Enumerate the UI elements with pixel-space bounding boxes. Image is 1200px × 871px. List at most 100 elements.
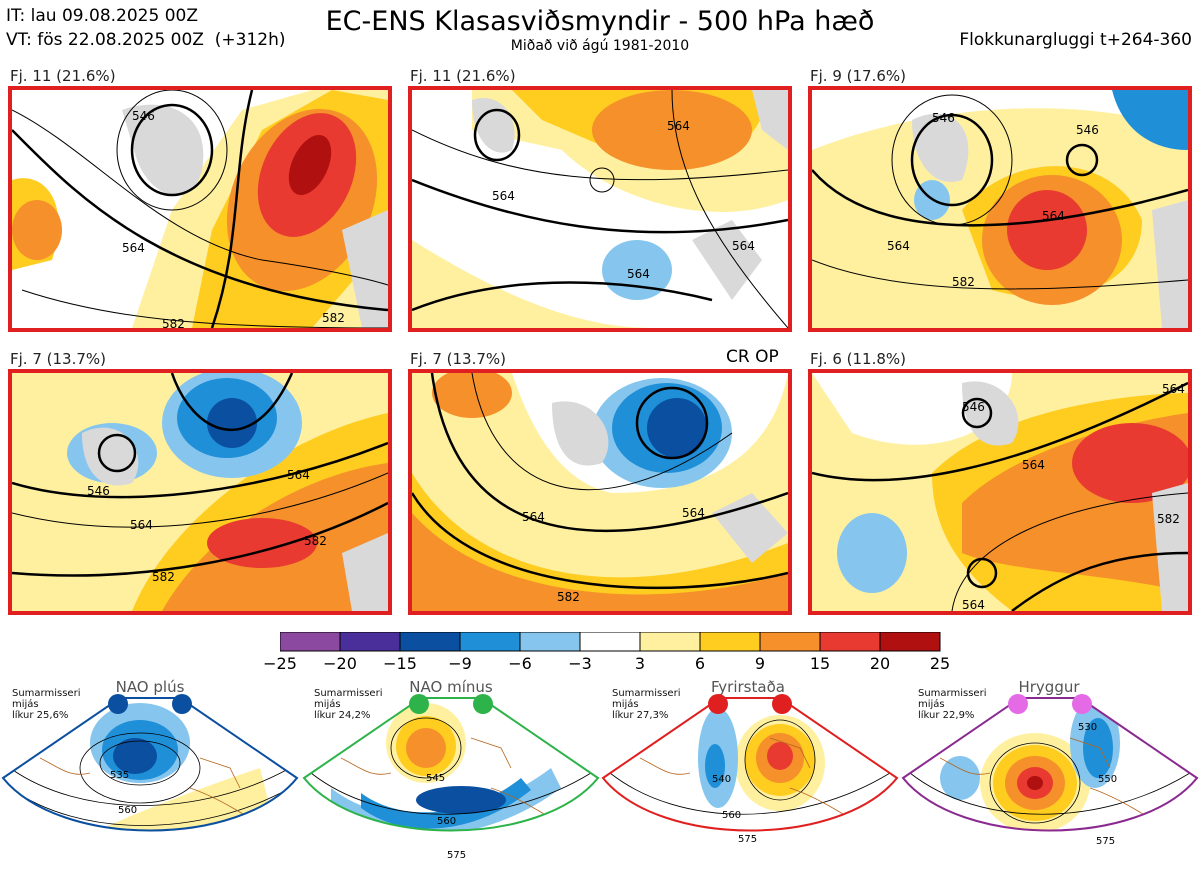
- contour-label: 564: [1042, 209, 1065, 223]
- map-panel-4: 546 564 564 582 582: [8, 369, 392, 615]
- contour-label: 582: [952, 275, 975, 289]
- colorbar-swatch: [639, 632, 701, 652]
- regime-title: Hryggur: [1018, 678, 1080, 696]
- colorbar-swatch: [280, 632, 341, 652]
- contour-label: 546: [132, 109, 155, 123]
- regime-title: NAO mínus: [409, 678, 493, 696]
- contour-label: 560: [118, 805, 137, 816]
- colorbar-tick-label: 3: [634, 654, 646, 673]
- contour-label: 546: [932, 111, 955, 125]
- regime-info: Sumarmisseri mijás líkur 27,3%: [612, 688, 681, 721]
- colorbar-tick-label: 15: [809, 654, 831, 673]
- regime-info: Sumarmisseri mijás líkur 22,9%: [918, 688, 987, 721]
- contour-label: 575: [447, 850, 466, 861]
- map-panel-3: 546 546 564 564 582: [808, 86, 1192, 332]
- contour-label: 564: [962, 598, 985, 611]
- colorbar-swatch: [879, 632, 941, 652]
- regime-title: NAO plús: [115, 678, 185, 696]
- colorbar-tick-label: 6: [694, 654, 706, 673]
- colorbar-swatch: [699, 632, 761, 652]
- contour-label: 540: [712, 774, 731, 785]
- colorbar-tick-label: −25: [263, 654, 297, 673]
- contour-label: 564: [492, 189, 515, 203]
- regime-title: Fyrirstaða: [711, 678, 785, 696]
- contour-label: 582: [304, 534, 327, 548]
- contour-label: 575: [738, 834, 757, 845]
- contour-label: 546: [1076, 123, 1099, 137]
- contour-label: 582: [152, 570, 175, 584]
- colorbar: [280, 632, 941, 652]
- control-run-annotation: CR OP: [726, 347, 779, 367]
- regime-map-nao-plus: 535 560: [1, 694, 299, 832]
- regime-map-blocking: 540 560 575: [601, 694, 899, 845]
- contour-label: 564: [1022, 458, 1045, 472]
- contour-label: 564: [522, 510, 545, 524]
- chart-title: EC-ENS Klasasviðsmyndir - 500 hPa hæð: [325, 6, 875, 37]
- panel-label: Fj. 7 (13.7%): [410, 350, 506, 368]
- contour-label: 545: [426, 773, 445, 784]
- contour-label: 564: [627, 267, 650, 281]
- regime-map-ridge: 530 550 575: [901, 694, 1199, 847]
- colorbar-tick-label: −20: [323, 654, 357, 673]
- contour-label: 564: [887, 239, 910, 253]
- chart-subtitle: Miðað við ágú 1981-2010: [510, 38, 690, 54]
- contour-label: 564: [732, 239, 755, 253]
- contour-label: 582: [557, 590, 580, 604]
- contour-lines: [12, 373, 388, 577]
- map-panel-1: 546 564 582 582: [8, 86, 392, 332]
- colorbar-tick-label: −3: [568, 654, 592, 673]
- panel-label: Fj. 11 (21.6%): [410, 67, 516, 85]
- colorbar-tick-label: −15: [383, 654, 417, 673]
- anomaly-shading: [412, 90, 788, 328]
- anomaly-shading: [12, 90, 388, 328]
- colorbar-swatch: [459, 632, 521, 652]
- contour-lines: [412, 90, 788, 328]
- contour-lines: [412, 373, 788, 590]
- landmass: [122, 104, 388, 328]
- regime-info: Sumarmisseri mijás líkur 25,6%: [12, 688, 81, 721]
- panel-label: Fj. 9 (17.6%): [810, 67, 906, 85]
- panel-label: Fj. 11 (21.6%): [10, 67, 116, 85]
- contour-label: 535: [110, 770, 129, 781]
- contour-label: 546: [87, 484, 110, 498]
- regime-map-nao-minus: 545 560 575: [302, 694, 600, 861]
- anomaly-shading: [812, 373, 1188, 611]
- contour-lines: [812, 94, 1188, 290]
- contour-label: 582: [322, 311, 345, 325]
- contour-lines: [12, 90, 388, 328]
- map-panel-2: 564 564 564 564: [408, 86, 792, 332]
- contour-label: 564: [287, 468, 310, 482]
- contour-label: 575: [1096, 836, 1115, 847]
- valid-time: VT: fös 22.08.2025 00Z (+312h): [6, 30, 286, 50]
- classification-window: Flokkunargluggi t+264-360: [959, 30, 1192, 50]
- contour-label: 564: [122, 241, 145, 255]
- contour-label: 530: [1078, 722, 1097, 733]
- contour-label: 546: [962, 400, 985, 414]
- contour-label: 564: [130, 518, 153, 532]
- colorbar-tick-label: 25: [929, 654, 951, 673]
- regime-info: Sumarmisseri mijás líkur 24,2%: [314, 688, 383, 721]
- colorbar-tick-label: 20: [869, 654, 891, 673]
- panel-label: Fj. 7 (13.7%): [10, 350, 106, 368]
- colorbar-tick-label: 9: [754, 654, 766, 673]
- colorbar-swatch: [759, 632, 821, 652]
- contour-label: 564: [682, 506, 705, 520]
- colorbar-swatch: [399, 632, 461, 652]
- colorbar-swatch: [339, 632, 401, 652]
- map-panel-6: 546 564 564 564 582: [808, 369, 1192, 615]
- colorbar-tick-label: −6: [508, 654, 532, 673]
- landmass: [82, 427, 388, 611]
- colorbar-tick-label: −9: [448, 654, 472, 673]
- contour-label: 550: [1098, 774, 1117, 785]
- contour-label: 560: [437, 816, 456, 827]
- colorbar-swatch: [819, 632, 881, 652]
- anomaly-shading: [812, 90, 1188, 328]
- contour-label: 564: [667, 119, 690, 133]
- contour-label: 582: [1157, 512, 1180, 526]
- contour-label: 582: [162, 317, 185, 328]
- colorbar-swatch: [519, 632, 581, 652]
- colorbar-swatch: [579, 632, 641, 652]
- contour-lines: [812, 381, 1188, 611]
- contour-label: 564: [1162, 382, 1185, 396]
- landmass: [912, 113, 1188, 328]
